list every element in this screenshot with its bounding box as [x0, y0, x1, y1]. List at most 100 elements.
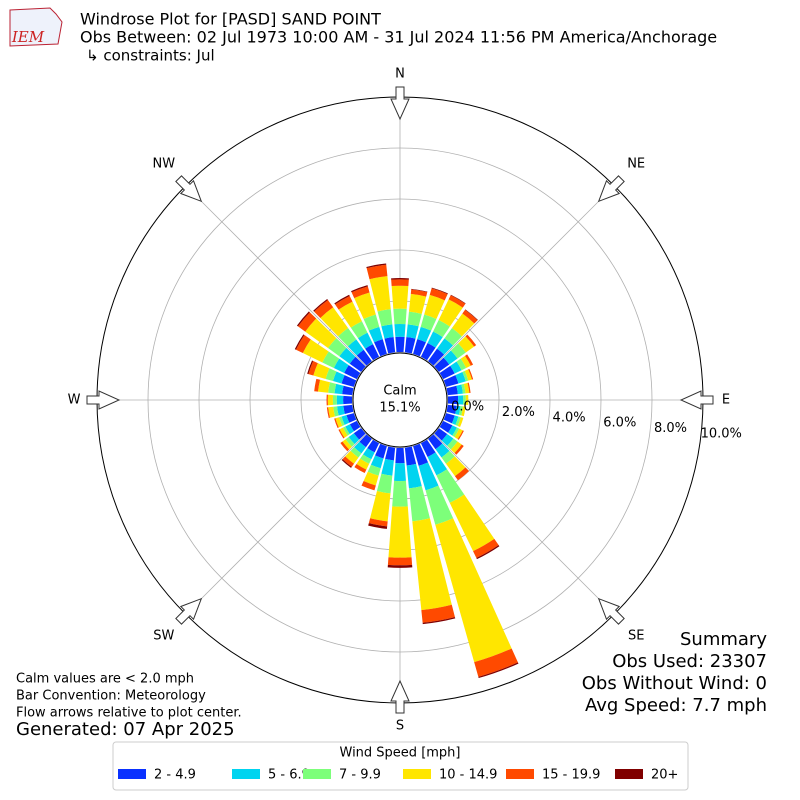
- bar-segment: [407, 311, 422, 327]
- bar-segment: [465, 334, 477, 347]
- bar-segment: [328, 382, 337, 394]
- bar-segment: [391, 278, 409, 280]
- bar-segment: [326, 394, 328, 406]
- bar-segment: [335, 417, 343, 428]
- r-tick-label: 6.0%: [603, 416, 636, 431]
- compass-arrow: [679, 390, 714, 410]
- bar-segment: [408, 293, 427, 314]
- bar-segment: [441, 450, 455, 464]
- bar-segment: [314, 300, 334, 319]
- compass-label: S: [396, 719, 404, 734]
- logo-text: IEM: [11, 28, 45, 46]
- bar-segment: [343, 395, 353, 405]
- bar-segment: [336, 395, 344, 405]
- bar-segment: [447, 438, 458, 450]
- bar-segment: [367, 439, 380, 453]
- bar-segment: [345, 437, 355, 447]
- summary-line: Obs Used: 23307: [612, 651, 767, 672]
- bar-segment: [465, 309, 478, 321]
- bar-segment: [387, 564, 413, 568]
- bar-segment: [424, 294, 445, 320]
- bar-segment: [458, 406, 463, 416]
- bar-segment: [384, 337, 396, 354]
- r-tick-label: 8.0%: [654, 421, 687, 436]
- bar-segment: [342, 385, 354, 396]
- constraints: ↳ constraints: Jul: [86, 47, 215, 65]
- bar-segment: [334, 294, 350, 305]
- bar-segment: [443, 350, 458, 365]
- bar-segment: [458, 336, 475, 353]
- grid-line: [433, 433, 615, 615]
- bar-segment: [435, 443, 450, 458]
- bar-segment: [451, 313, 475, 337]
- bar-segment: [450, 343, 466, 359]
- bar-segment: [314, 378, 321, 392]
- legend-title: Wind Speed [mph]: [340, 746, 461, 761]
- grid-line: [185, 433, 367, 615]
- bar-segment: [444, 327, 462, 346]
- bar-segment: [343, 426, 350, 436]
- summary-line: Obs Without Wind: 0: [582, 673, 767, 694]
- bar-segment: [446, 385, 458, 396]
- compass-label: NE: [627, 156, 645, 171]
- bar-segment: [394, 463, 406, 482]
- bar-segment: [296, 311, 310, 327]
- chart-subtitle: Obs Between: 02 Jul 1973 10:00 AM - 31 J…: [80, 28, 717, 47]
- bar-segment: [478, 662, 519, 679]
- bar-segment: [327, 394, 334, 406]
- bar-segment: [454, 444, 464, 455]
- bar-segment: [349, 420, 361, 432]
- bar-segment: [393, 308, 407, 325]
- bar-segment: [320, 307, 349, 337]
- bar-segment: [465, 354, 474, 366]
- bar-segment: [305, 318, 337, 349]
- bar-segment: [412, 518, 452, 611]
- legend-swatch: [118, 769, 146, 779]
- bar-segment: [354, 292, 376, 320]
- bar-segment: [467, 382, 471, 393]
- bar-segment: [458, 395, 464, 405]
- bar-segment: [375, 443, 387, 459]
- r-tick-label: 10.0%: [701, 426, 742, 441]
- legend-label: 10 - 14.9: [439, 768, 497, 783]
- legend-label: 5 - 6.9: [268, 768, 310, 783]
- legend-label: 7 - 9.9: [339, 768, 381, 783]
- compass-arrow: [597, 597, 625, 625]
- compass-label: W: [68, 393, 81, 408]
- bar-segment: [427, 331, 443, 348]
- bar-segment: [332, 371, 345, 384]
- legend-label: 15 - 19.9: [542, 768, 600, 783]
- bar-segment: [325, 368, 337, 382]
- bar-segment: [356, 349, 372, 366]
- bar-segment: [425, 485, 454, 525]
- bar-segment: [334, 383, 344, 395]
- bar-segment: [377, 309, 393, 327]
- bar-segment: [411, 288, 428, 293]
- calm-label: Calm: [383, 384, 416, 399]
- logo: IEM: [9, 7, 63, 47]
- bar-segment: [457, 430, 464, 440]
- bar-segment: [366, 263, 387, 269]
- bar-segment: [341, 375, 357, 387]
- bar-segment: [437, 338, 454, 355]
- bar-segment: [443, 375, 459, 387]
- bar-segment: [465, 394, 469, 406]
- bar-segment: [342, 439, 352, 450]
- bar-segment: [443, 413, 455, 424]
- legend-swatch: [403, 769, 431, 779]
- bar-segment: [428, 434, 443, 450]
- bar-segment: [452, 427, 460, 438]
- bar-segment: [368, 523, 388, 529]
- compass-label: NW: [153, 156, 176, 171]
- logo-shape: [9, 7, 63, 47]
- bar-segment: [439, 365, 455, 380]
- bar-segment: [337, 405, 345, 416]
- bar-segment: [350, 447, 362, 458]
- note: Calm values are < 2.0 mph: [16, 672, 194, 687]
- bar-segment: [391, 279, 409, 287]
- bar-segment: [354, 441, 366, 454]
- bar-segment: [413, 339, 426, 357]
- bar-segment: [335, 295, 353, 310]
- bar-segment: [473, 538, 499, 559]
- bar-segment: [434, 357, 450, 372]
